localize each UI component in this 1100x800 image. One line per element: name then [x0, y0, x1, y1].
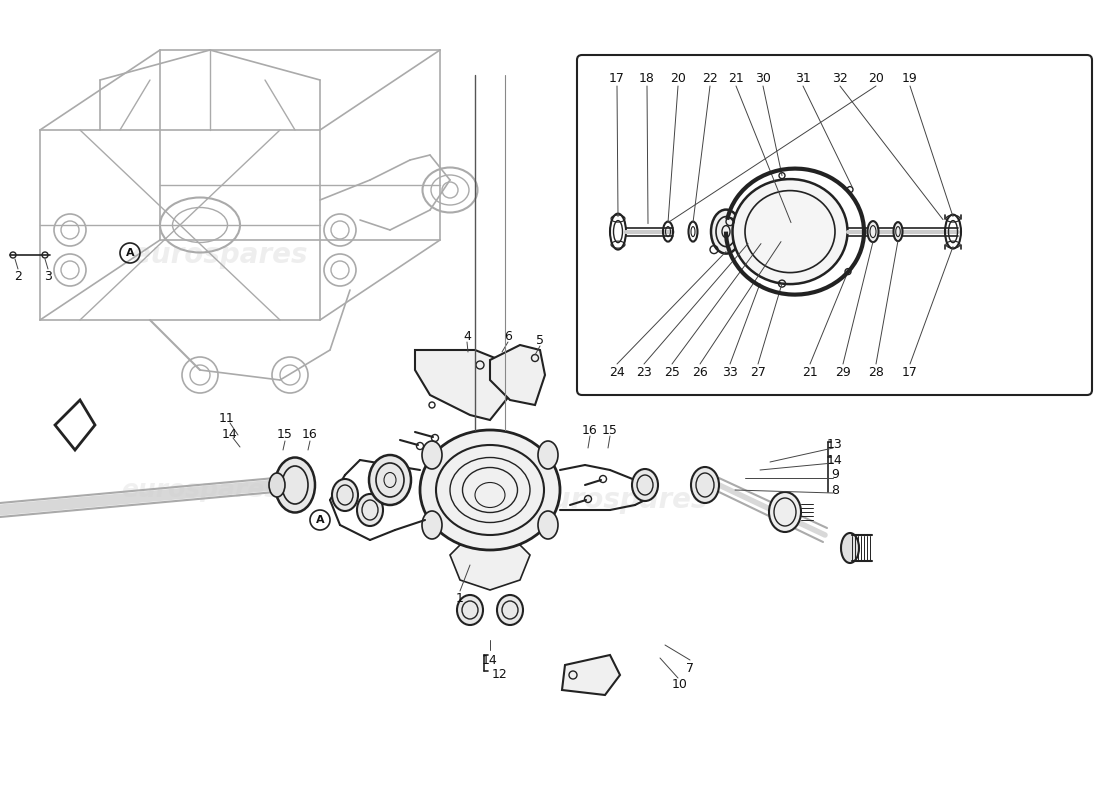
- Text: 25: 25: [664, 366, 680, 378]
- Text: 23: 23: [636, 366, 652, 378]
- Text: 30: 30: [755, 71, 771, 85]
- Ellipse shape: [358, 494, 383, 526]
- Text: eurospares: eurospares: [132, 241, 308, 269]
- Text: 15: 15: [602, 423, 618, 437]
- Text: 14: 14: [222, 427, 238, 441]
- Polygon shape: [450, 545, 530, 590]
- Text: 24: 24: [609, 366, 625, 378]
- Ellipse shape: [368, 455, 411, 505]
- Text: 7: 7: [686, 662, 694, 674]
- Text: 12: 12: [492, 669, 508, 682]
- Text: 21: 21: [802, 366, 818, 378]
- Ellipse shape: [422, 441, 442, 469]
- Text: 32: 32: [832, 71, 848, 85]
- Text: 14: 14: [827, 454, 843, 466]
- Ellipse shape: [422, 511, 442, 539]
- Text: 20: 20: [868, 71, 884, 85]
- Text: 29: 29: [835, 366, 851, 378]
- Text: 17: 17: [609, 71, 625, 85]
- Text: 18: 18: [639, 71, 654, 85]
- Text: 33: 33: [722, 366, 738, 378]
- Text: 19: 19: [902, 71, 917, 85]
- Text: 28: 28: [868, 366, 884, 378]
- Ellipse shape: [868, 221, 879, 242]
- Ellipse shape: [275, 458, 315, 513]
- Text: 21: 21: [728, 71, 744, 85]
- Text: 4: 4: [463, 330, 471, 342]
- Text: 17: 17: [902, 366, 917, 378]
- Ellipse shape: [754, 218, 768, 245]
- Text: 26: 26: [692, 366, 708, 378]
- Ellipse shape: [842, 533, 859, 563]
- Text: 22: 22: [702, 71, 718, 85]
- Polygon shape: [415, 350, 510, 420]
- Ellipse shape: [332, 479, 358, 511]
- Text: A: A: [316, 515, 324, 525]
- Ellipse shape: [270, 473, 285, 497]
- Text: 5: 5: [536, 334, 544, 346]
- Ellipse shape: [769, 492, 801, 532]
- Polygon shape: [490, 345, 544, 405]
- Text: 16: 16: [582, 423, 598, 437]
- Ellipse shape: [538, 441, 558, 469]
- Text: 2: 2: [14, 270, 22, 283]
- Text: 15: 15: [277, 429, 293, 442]
- Polygon shape: [55, 400, 95, 450]
- Text: 8: 8: [830, 483, 839, 497]
- Ellipse shape: [456, 595, 483, 625]
- Ellipse shape: [893, 222, 902, 241]
- Text: A: A: [125, 248, 134, 258]
- Text: 1: 1: [456, 591, 464, 605]
- Text: 31: 31: [795, 71, 811, 85]
- Text: 13: 13: [827, 438, 843, 451]
- Polygon shape: [562, 655, 620, 695]
- Ellipse shape: [632, 469, 658, 501]
- Text: 3: 3: [44, 270, 52, 283]
- Text: 16: 16: [302, 429, 318, 442]
- Ellipse shape: [538, 511, 558, 539]
- Text: 20: 20: [670, 71, 686, 85]
- Ellipse shape: [497, 595, 522, 625]
- Ellipse shape: [733, 179, 847, 284]
- FancyBboxPatch shape: [578, 55, 1092, 395]
- Text: 10: 10: [672, 678, 688, 691]
- Text: eurospares: eurospares: [121, 478, 279, 502]
- Text: 6: 6: [504, 330, 512, 342]
- Text: eurospares: eurospares: [532, 486, 707, 514]
- Text: 14: 14: [482, 654, 498, 666]
- Text: 27: 27: [750, 366, 766, 378]
- Ellipse shape: [691, 467, 719, 503]
- Ellipse shape: [420, 430, 560, 550]
- Ellipse shape: [711, 210, 741, 254]
- Text: 9: 9: [832, 469, 839, 482]
- Text: 11: 11: [219, 411, 235, 425]
